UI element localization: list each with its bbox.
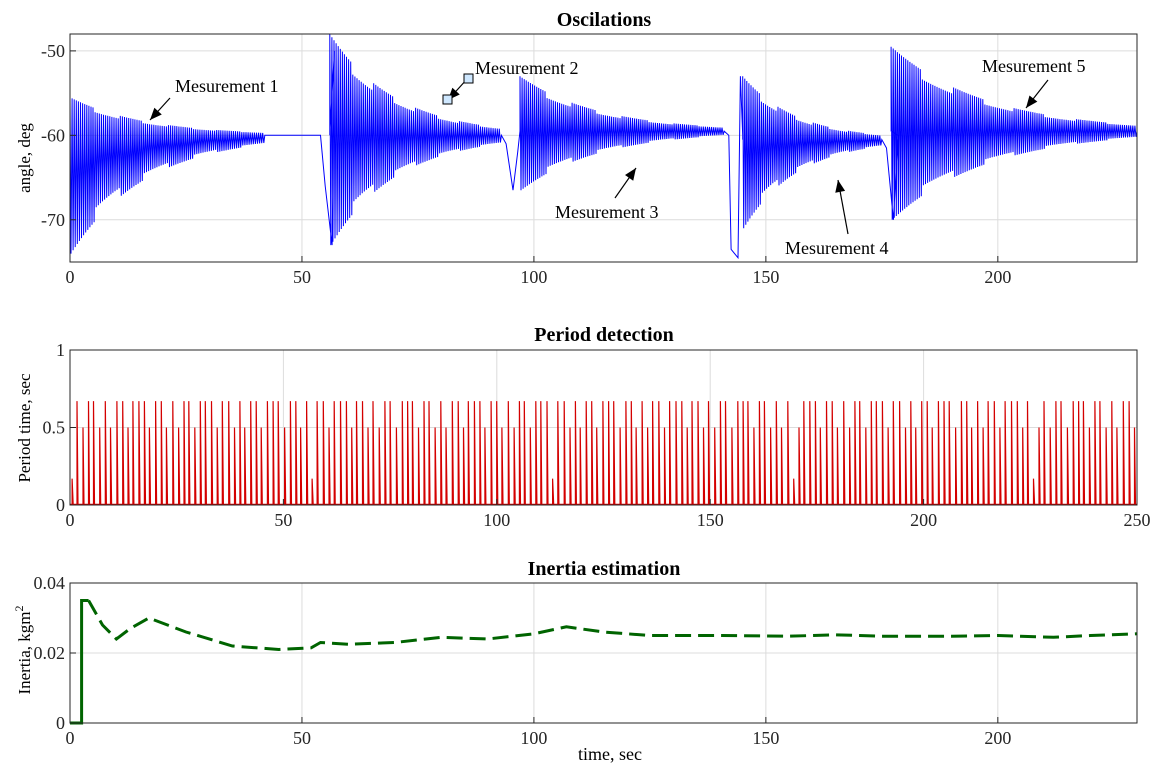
y-tick-label: 0.04 xyxy=(34,573,66,593)
y-tick-label: -70 xyxy=(41,210,65,230)
x-tick-label: 100 xyxy=(520,728,547,748)
x-tick-label: 150 xyxy=(752,728,779,748)
y-tick-label: 1 xyxy=(56,340,65,360)
x-tick-label: 0 xyxy=(66,510,75,530)
x-tick-label: 150 xyxy=(752,267,779,287)
arrow-handle xyxy=(443,95,452,104)
x-tick-label: 200 xyxy=(984,728,1011,748)
measurement-arrowhead xyxy=(835,180,845,193)
period-title: Period detection xyxy=(534,324,673,346)
oscillations-series xyxy=(70,34,1137,258)
x-tick-label: 0 xyxy=(66,728,75,748)
oscillations-ylabel: angle, deg xyxy=(15,123,34,193)
oscillations-title: Oscilations xyxy=(557,9,652,31)
measurement-arrowhead xyxy=(1026,95,1037,108)
period-spikes xyxy=(72,401,1135,505)
x-tick-label: 150 xyxy=(697,510,724,530)
inertia-series xyxy=(70,601,1137,724)
inertia-initial-line xyxy=(70,601,89,724)
y-tick-label: 0.02 xyxy=(34,643,66,663)
measurement-arrowhead xyxy=(625,168,636,181)
x-tick-label: 100 xyxy=(483,510,510,530)
measurement-label: Mesurement 5 xyxy=(982,56,1085,76)
x-tick-label: 50 xyxy=(293,728,311,748)
period-ylabel: Period time, sec xyxy=(15,373,34,483)
y-tick-label: -60 xyxy=(41,125,65,145)
x-tick-label: 50 xyxy=(293,267,311,287)
oscillation-line xyxy=(70,34,1137,258)
x-tick-label: 100 xyxy=(520,267,547,287)
measurement-label: Mesurement 4 xyxy=(785,238,888,258)
inertia-panel: Inertia estimation Inertia, kgm2 0 50 100 1… xyxy=(12,558,1137,764)
oscillations-annotations: Mesurement 1 Mesurement 2 Mesurement 3 Mesu… xyxy=(150,56,1085,258)
x-tick-label: 50 xyxy=(274,510,292,530)
inertia-ylabel: Inertia, kgm2 xyxy=(12,605,34,694)
x-tick-label: 250 xyxy=(1124,510,1151,530)
inertia-grid xyxy=(70,583,1137,723)
inertia-xlabel: time, sec xyxy=(578,744,642,764)
oscillations-panel: Oscilations angle, deg Mesurement 1Mesur… xyxy=(15,9,1137,287)
arrow-handle xyxy=(464,74,473,83)
inertia-title: Inertia estimation xyxy=(528,558,681,580)
inertia-ticks: 0 50 100 150 200 0 0.02 0.04 xyxy=(34,573,1012,748)
inertia-estimate-line xyxy=(89,601,1137,650)
y-tick-label: 0 xyxy=(56,495,65,515)
measurement-label: Mesurement 1 xyxy=(175,76,278,96)
measurement-label: Mesurement 3 xyxy=(555,202,658,222)
y-tick-label: 0 xyxy=(56,713,65,733)
x-tick-label: 200 xyxy=(910,510,937,530)
x-tick-label: 0 xyxy=(66,267,75,287)
y-tick-label: 0.5 xyxy=(43,418,66,438)
y-tick-label: -50 xyxy=(41,41,65,61)
x-tick-label: 200 xyxy=(984,267,1011,287)
measurement-label: Mesurement 2 xyxy=(475,58,578,78)
period-panel: Period detection Period time, sec 0 50 100… xyxy=(15,324,1151,530)
period-series xyxy=(70,401,1137,505)
